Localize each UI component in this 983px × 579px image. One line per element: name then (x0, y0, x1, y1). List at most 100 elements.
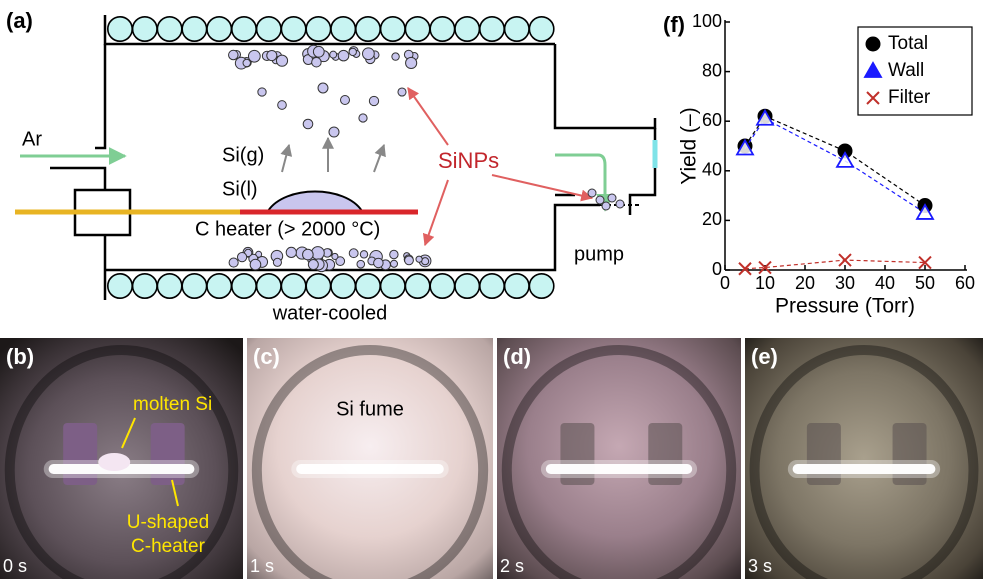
annotation: C-heater (131, 536, 206, 557)
series-line (745, 116, 925, 205)
nanoparticle (229, 50, 239, 60)
cooling-tube (207, 17, 231, 41)
nanoparticle (267, 50, 277, 60)
time-label: 1 s (250, 556, 274, 576)
nanoparticle (398, 88, 406, 96)
nanoparticle (338, 50, 349, 61)
cooling-tube (480, 274, 504, 298)
liquid-label: Si(l) (222, 178, 258, 200)
annotation: U-shaped (127, 512, 209, 533)
nanoparticle (312, 57, 322, 67)
nanoparticle (588, 189, 596, 197)
cooling-tube (331, 17, 355, 41)
page: { "panel_a": { "label": "(a)", "gas": "A… (0, 0, 983, 579)
x-tick-label: 60 (955, 273, 975, 293)
pump-label: pump (574, 243, 624, 265)
cooling-tube (157, 274, 181, 298)
cooling-tube (281, 274, 305, 298)
heater-halo (291, 460, 448, 478)
cooling-tube (405, 17, 429, 41)
panel-label: (a) (6, 8, 33, 33)
nanoparticle (390, 260, 397, 267)
heater-halo (541, 460, 697, 478)
cooling-tube (430, 17, 454, 41)
diagram-decor (108, 17, 624, 298)
cooling-tube (281, 17, 305, 41)
nanoparticle (374, 258, 384, 268)
nanoparticle (390, 250, 398, 258)
nanoparticle (602, 202, 610, 210)
x-tick-label: 10 (755, 273, 775, 293)
cooling-tube (381, 17, 405, 41)
nanoparticle (406, 57, 417, 68)
cooling-tube (108, 274, 132, 298)
cooling-tube (257, 274, 281, 298)
nanoparticle (330, 51, 337, 58)
particles-label: SiNPs (438, 148, 499, 173)
series-line (745, 119, 925, 213)
molten-si (268, 192, 362, 212)
nanoparticle (369, 96, 378, 105)
y-tick-label: 80 (702, 60, 722, 80)
cooling-tube (108, 17, 132, 41)
nanoparticle (286, 247, 296, 257)
nanoparticle (349, 249, 358, 258)
nanoparticle (303, 249, 314, 260)
legend-marker (866, 37, 881, 52)
nanoparticle (250, 259, 261, 270)
point (839, 254, 851, 266)
legend-label: Wall (888, 60, 924, 81)
cooling-tube (455, 274, 479, 298)
nanoparticle (359, 114, 367, 122)
gas-label: Ar (22, 128, 42, 150)
nanoparticle (596, 196, 604, 204)
cooling-tube (529, 274, 553, 298)
photo: (d) 2 s (497, 338, 741, 579)
time-label: 0 s (3, 556, 27, 576)
panel-label: (d) (503, 344, 531, 369)
nanoparticle (608, 194, 616, 202)
cooling-tube (529, 17, 553, 41)
pointer-arrow (425, 180, 448, 245)
time-label: 2 s (500, 556, 524, 576)
cooling-tube (133, 274, 157, 298)
pointer-arrow (408, 88, 448, 145)
nanoparticle (276, 55, 287, 66)
cooling-tube (257, 17, 281, 41)
cooling-tube (480, 17, 504, 41)
nanoparticle (308, 260, 318, 270)
photo: (e)3 s (745, 338, 983, 579)
nanoparticle (229, 258, 238, 267)
x-tick-label: 20 (795, 273, 815, 293)
nanoparticle (329, 127, 339, 137)
figure: (a) Ar Si(g) Si(l) C heater (> 2000 °C) … (0, 0, 983, 579)
cooling-tube (405, 274, 429, 298)
x-tick-label: 40 (875, 273, 895, 293)
y-axis-label: Yield (–) (678, 107, 701, 184)
photo: (c)1 s (247, 338, 493, 579)
point (739, 263, 751, 275)
nanoparticle (318, 83, 328, 93)
time-label: 3 s (748, 556, 772, 576)
chart-title: (f) (663, 12, 685, 37)
molten-si-blob (98, 453, 130, 471)
chamber-wall (50, 168, 105, 190)
annotation: Si fume (336, 398, 404, 420)
chamber-wall (555, 44, 655, 128)
cooling-tube (505, 17, 529, 41)
nanoparticle (248, 50, 260, 62)
series (737, 111, 933, 219)
nanoparticle (303, 119, 313, 129)
cooling-tube (182, 274, 206, 298)
nanoparticle (363, 48, 375, 60)
panel-label: (b) (6, 344, 34, 369)
legend-label: Filter (888, 87, 931, 108)
nanoparticle (616, 200, 624, 208)
nanoparticle (357, 260, 365, 268)
cooling-tube (455, 17, 479, 41)
cooling-tube (331, 274, 355, 298)
y-tick-label: 20 (702, 209, 722, 229)
cooling-tube (430, 274, 454, 298)
cooling-tube (182, 17, 206, 41)
